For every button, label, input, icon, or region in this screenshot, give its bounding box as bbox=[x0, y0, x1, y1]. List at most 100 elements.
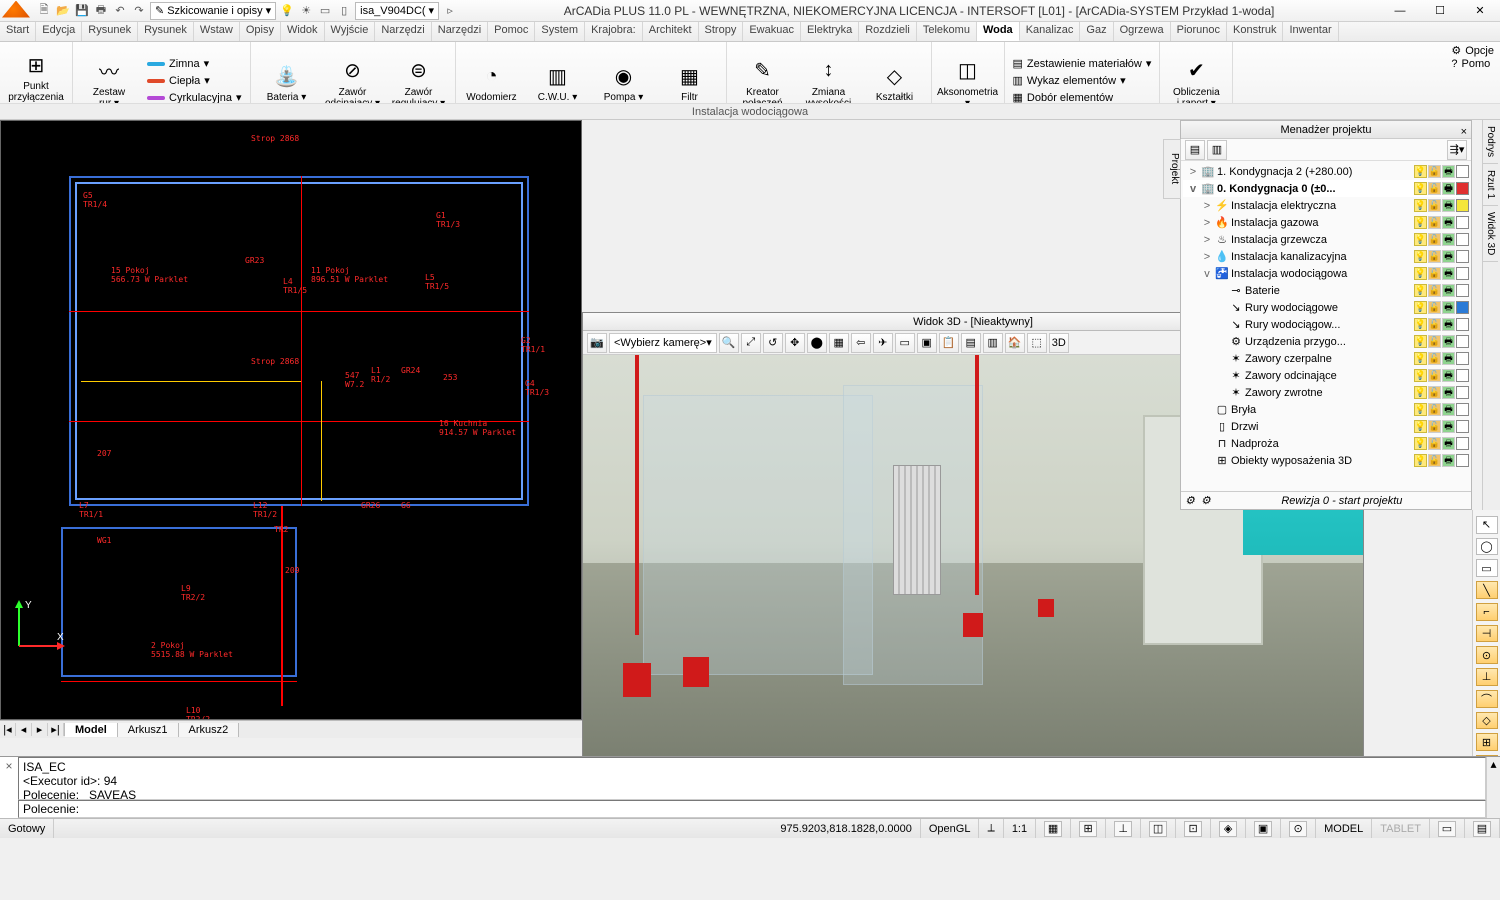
ribbon-obliczenia-i-raport-button[interactable]: ✔Obliczeniai raport ▾ bbox=[1166, 53, 1226, 109]
ribbon-kształtki-button[interactable]: ◇Kształtki bbox=[865, 58, 925, 103]
menu-tab-piorunoc[interactable]: Piorunoc bbox=[1171, 22, 1227, 41]
command-prompt[interactable]: Polecenie: bbox=[18, 800, 1486, 818]
view3d-tool3-icon[interactable]: ✥ bbox=[785, 333, 805, 353]
menu-tab-gaz[interactable]: Gaz bbox=[1080, 22, 1113, 41]
rt-cursor-icon[interactable]: ↖ bbox=[1476, 516, 1498, 534]
print-icon[interactable]: 🖶 bbox=[93, 3, 109, 19]
menu-tab-pomoc[interactable]: Pomoc bbox=[488, 22, 535, 41]
ribbon-zimna-button[interactable]: Zimna ▾ bbox=[145, 56, 244, 71]
status-btn8[interactable]: ⊙ bbox=[1289, 821, 1307, 837]
ribbon-zestaw-rur-button[interactable]: 〰Zestawrur ▾ bbox=[79, 53, 139, 109]
menu-tab-rysunek[interactable]: Rysunek bbox=[138, 22, 194, 41]
tree-row[interactable]: >🔥Instalacja gazowa💡🔓🖶 bbox=[1183, 214, 1469, 231]
ribbon-zmiana-wysokości-button[interactable]: ↕Zmianawysokości bbox=[799, 53, 859, 109]
tree-row[interactable]: ↘Rury wodociągow...💡🔓🖶 bbox=[1183, 316, 1469, 333]
sheet-tab-arkusz2[interactable]: Arkusz2 bbox=[179, 723, 240, 737]
open-icon[interactable]: 📂 bbox=[55, 3, 71, 19]
bulb-icon[interactable]: 💡 bbox=[279, 3, 295, 19]
status-ucs-icon[interactable]: ⟂ bbox=[979, 819, 1003, 838]
menu-tab-widok[interactable]: Widok bbox=[281, 22, 325, 41]
menu-tab-opisy[interactable]: Opisy bbox=[240, 22, 281, 41]
tree-row[interactable]: ✶Zawory zwrotne💡🔓🖶 bbox=[1183, 384, 1469, 401]
close-button[interactable]: ✕ bbox=[1460, 0, 1500, 22]
sheet-tab-model[interactable]: Model bbox=[65, 723, 118, 737]
play-icon[interactable]: ▹ bbox=[442, 3, 458, 19]
status-btn3[interactable]: ⊥ bbox=[1114, 821, 1132, 837]
sheet-first-button[interactable]: |◂ bbox=[0, 723, 16, 736]
side-tab-rzut-1[interactable]: Rzut 1 bbox=[1483, 164, 1498, 206]
ribbon-zestawienie-materiałów-button[interactable]: ▤Zestawienie materiałów ▾ bbox=[1011, 56, 1154, 71]
rt-line-icon[interactable]: ╲ bbox=[1476, 581, 1498, 599]
status-tablet[interactable]: TABLET bbox=[1372, 819, 1430, 838]
tree-row[interactable]: v🏢0. Kondygnacja 0 (±0...💡🔓🖶 bbox=[1183, 180, 1469, 197]
menu-tab-edycja[interactable]: Edycja bbox=[36, 22, 82, 41]
ribbon-opcje-button[interactable]: ⚙Opcje bbox=[1451, 44, 1494, 57]
menu-tab-narzędzi[interactable]: Narzędzi bbox=[375, 22, 431, 41]
view3d-tool11-icon[interactable]: ▤ bbox=[961, 333, 981, 353]
menu-tab-ogrzewa[interactable]: Ogrzewa bbox=[1114, 22, 1171, 41]
pm-tool1-icon[interactable]: ▤ bbox=[1185, 140, 1205, 160]
menu-tab-telekomu[interactable]: Telekomu bbox=[917, 22, 977, 41]
view3d-tool9-icon[interactable]: ▣ bbox=[917, 333, 937, 353]
rt-mid-icon[interactable]: ⊣ bbox=[1476, 625, 1498, 643]
view3d-tool14-icon[interactable]: ⬚ bbox=[1027, 333, 1047, 353]
status-btn1[interactable]: ▦ bbox=[1044, 821, 1062, 837]
ribbon-zawór-odcinający-button[interactable]: ⊘Zawórodcinający ▾ bbox=[323, 53, 383, 109]
view3d-tool12-icon[interactable]: ▥ bbox=[983, 333, 1003, 353]
ribbon-pomo-button[interactable]: ?Pomo bbox=[1451, 58, 1494, 70]
menu-tab-inwentar[interactable]: Inwentar bbox=[1283, 22, 1338, 41]
sheet-next-button[interactable]: ▸ bbox=[32, 723, 48, 736]
ribbon-zawór-regulujący-button[interactable]: ⊜Zawórregulujący ▾ bbox=[389, 53, 449, 109]
view3d-tool6-icon[interactable]: ⇦ bbox=[851, 333, 871, 353]
sheet-tab-arkusz1[interactable]: Arkusz1 bbox=[118, 723, 179, 737]
drawing-canvas[interactable]: Y X Strop 2868G5TR1/4G1TR1/3GR23L4TR1/51… bbox=[0, 120, 582, 720]
view3d-tool4-icon[interactable]: ⬤ bbox=[807, 333, 827, 353]
view3d-tool8-icon[interactable]: ▭ bbox=[895, 333, 915, 353]
pm-gear2-icon[interactable]: ⚙ bbox=[1201, 492, 1211, 510]
rt-perp-icon[interactable]: ⊥ bbox=[1476, 668, 1498, 686]
view3d-tool2-icon[interactable]: ↺ bbox=[763, 333, 783, 353]
menu-tab-konstruk[interactable]: Konstruk bbox=[1227, 22, 1283, 41]
menu-tab-wstaw[interactable]: Wstaw bbox=[194, 22, 240, 41]
pm-close-button[interactable]: × bbox=[1461, 123, 1467, 141]
rt-circle-icon[interactable]: ◯ bbox=[1476, 538, 1498, 556]
menu-tab-rozdzieli[interactable]: Rozdzieli bbox=[859, 22, 917, 41]
side-tab-widok-3d[interactable]: Widok 3D bbox=[1483, 206, 1498, 262]
tree-row[interactable]: ⊸Baterie💡🔓🖶 bbox=[1183, 282, 1469, 299]
status-btn10[interactable]: ▤ bbox=[1473, 821, 1491, 837]
tree-row[interactable]: >♨Instalacja grzewcza💡🔓🖶 bbox=[1183, 231, 1469, 248]
undo-icon[interactable]: ↶ bbox=[112, 3, 128, 19]
tree-row[interactable]: >💧Instalacja kanalizacyjna💡🔓🖶 bbox=[1183, 248, 1469, 265]
menu-tab-start[interactable]: Start bbox=[0, 22, 36, 41]
tree-row[interactable]: ✶Zawory odcinające💡🔓🖶 bbox=[1183, 367, 1469, 384]
sheet-last-button[interactable]: ▸| bbox=[48, 723, 64, 736]
pm-tree[interactable]: >🏢1. Kondygnacja 2 (+280.00)💡🔓🖶v🏢0. Kond… bbox=[1181, 161, 1471, 491]
sheet-prev-button[interactable]: ◂ bbox=[16, 723, 32, 736]
rt-ins-icon[interactable]: ⊞ bbox=[1476, 733, 1498, 751]
view3d-tool0-icon[interactable]: 🔍 bbox=[719, 333, 739, 353]
cmd-scrollbar[interactable]: ▴ bbox=[1486, 757, 1500, 818]
view3d-tool5-icon[interactable]: ▦ bbox=[829, 333, 849, 353]
menu-tab-krajobra:[interactable]: Krajobra: bbox=[585, 22, 643, 41]
ribbon-wodomierz-button[interactable]: ◔Wodomierz bbox=[462, 58, 522, 103]
ribbon-kreator-połączeń-button[interactable]: ✎Kreatorpołączeń bbox=[733, 53, 793, 109]
view3d-tool10-icon[interactable]: 📋 bbox=[939, 333, 959, 353]
ribbon-filtr-button[interactable]: ▦Filtr bbox=[660, 58, 720, 103]
ribbon-wykaz-elementów-button[interactable]: ▥Wykaz elementów ▾ bbox=[1011, 73, 1154, 88]
ribbon-ciepła-button[interactable]: Ciepła ▾ bbox=[145, 73, 244, 88]
camera-dropdown[interactable]: <Wybierz kamerę> ▾ bbox=[609, 333, 717, 353]
redo-icon[interactable]: ↷ bbox=[131, 3, 147, 19]
view3d-tool15-icon[interactable]: 3D bbox=[1049, 333, 1069, 353]
tree-row[interactable]: ▯Drzwi💡🔓🖶 bbox=[1183, 418, 1469, 435]
pm-tool2-icon[interactable]: ▥ bbox=[1207, 140, 1227, 160]
new-icon[interactable]: 🗎 bbox=[36, 3, 52, 19]
pm-filter-icon[interactable]: ⇶▾ bbox=[1447, 140, 1467, 160]
menu-tab-system[interactable]: System bbox=[535, 22, 585, 41]
layer2-icon[interactable]: ▯ bbox=[336, 3, 352, 19]
pm-side-tab[interactable]: Projekt bbox=[1163, 139, 1181, 199]
tree-row[interactable]: v🚰Instalacja wodociągowa💡🔓🖶 bbox=[1183, 265, 1469, 282]
save-icon[interactable]: 💾 bbox=[74, 3, 90, 19]
status-btn5[interactable]: ⊡ bbox=[1184, 821, 1202, 837]
camera-icon[interactable]: 📷 bbox=[587, 333, 607, 353]
rt-edge-icon[interactable]: ⌐ bbox=[1476, 603, 1498, 621]
